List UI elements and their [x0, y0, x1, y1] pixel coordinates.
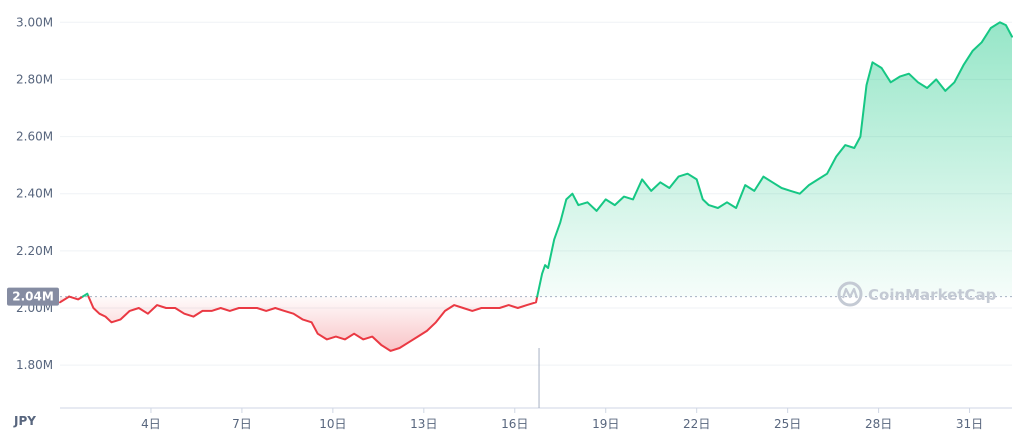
x-tick-label: 13日: [410, 417, 437, 431]
reference-price-label: 2.04M: [12, 290, 54, 304]
y-tick-label: 1.80M: [16, 358, 53, 372]
currency-label: JPY: [13, 414, 36, 428]
price-line-down: [59, 295, 71, 304]
price-line-up: [81, 292, 90, 298]
price-line-down: [68, 295, 84, 301]
watermark-text: CoinMarketCap: [868, 286, 997, 304]
price-line-down: [87, 295, 539, 352]
y-tick-label: 3.00M: [16, 15, 53, 29]
watermark: CoinMarketCap: [837, 281, 997, 307]
x-tick-label: 7日: [232, 417, 252, 431]
reference-price-badge: 2.04M: [7, 287, 59, 306]
y-tick-label: 2.20M: [16, 244, 53, 258]
x-tick-label: 4日: [141, 417, 161, 431]
x-tick-label: 10日: [319, 417, 346, 431]
y-tick-label: 2.60M: [16, 130, 53, 144]
coinmarketcap-logo-icon: [837, 281, 863, 307]
x-tick-label: 28日: [865, 417, 892, 431]
x-tick-label: 19日: [592, 417, 619, 431]
area-fill-up: [537, 22, 1012, 297]
x-tick-label: 22日: [683, 417, 710, 431]
x-tick-label: 31日: [956, 417, 983, 431]
x-tick-label: 25日: [774, 417, 801, 431]
y-tick-label: 2.40M: [16, 187, 53, 201]
x-tick-label: 16日: [501, 417, 528, 431]
x-axis-ticks: 4日 7日 10日 13日 16日 19日 22日 25日 28日 31日: [141, 408, 983, 431]
price-line: [59, 21, 1013, 352]
price-line-up: [536, 21, 1013, 298]
y-tick-label: 2.80M: [16, 72, 53, 86]
